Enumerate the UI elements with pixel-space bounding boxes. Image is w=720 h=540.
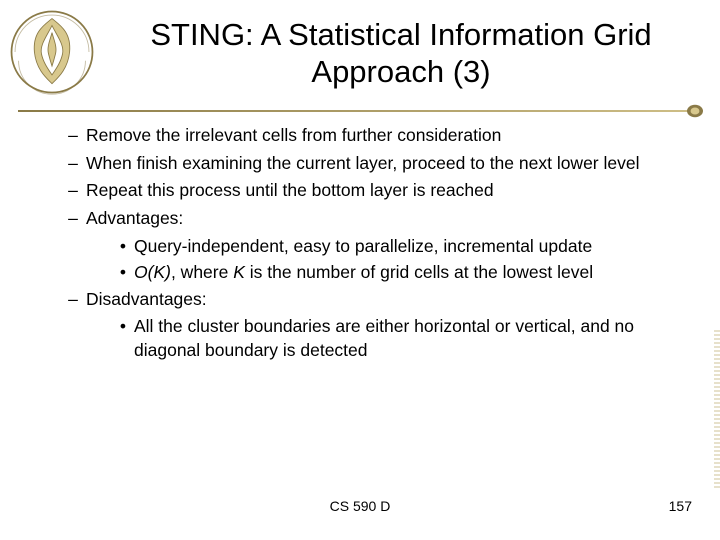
footer-page-number: 157 [669, 498, 692, 514]
list-text: Remove the irrelevant cells from further… [86, 124, 680, 148]
footer-course-code: CS 590 D [0, 498, 720, 514]
list-item: – Advantages: [60, 207, 680, 231]
variable-k: K [233, 262, 245, 282]
complexity-notation: O(K) [134, 262, 171, 282]
sublist-text: O(K), where K is the number of grid cell… [134, 261, 680, 285]
sublist-item: • All the cluster boundaries are either … [112, 315, 680, 362]
university-logo [8, 8, 96, 96]
sublist-item: • O(K), where K is the number of grid ce… [112, 261, 680, 285]
list-item: – When finish examining the current laye… [60, 152, 680, 176]
side-decoration [714, 330, 720, 506]
list-item: – Disadvantages: [60, 288, 680, 312]
list-text: Repeat this process until the bottom lay… [86, 179, 680, 203]
divider-ornament-icon [686, 103, 704, 119]
list-text: When finish examining the current layer,… [86, 152, 680, 176]
sublist-item: • Query-independent, easy to parallelize… [112, 235, 680, 259]
sublist-text: Query-independent, easy to parallelize, … [134, 235, 680, 259]
slide-body: – Remove the irrelevant cells from furth… [60, 124, 680, 366]
list-text: Advantages: [86, 207, 680, 231]
list-item: – Remove the irrelevant cells from furth… [60, 124, 680, 148]
list-text: Disadvantages: [86, 288, 680, 312]
list-item: – Repeat this process until the bottom l… [60, 179, 680, 203]
sublist-text: All the cluster boundaries are either ho… [134, 315, 680, 362]
slide-title-block: STING: A Statistical Information Grid Ap… [110, 16, 692, 90]
title-divider [18, 106, 702, 116]
slide-title: STING: A Statistical Information Grid Ap… [110, 16, 692, 90]
